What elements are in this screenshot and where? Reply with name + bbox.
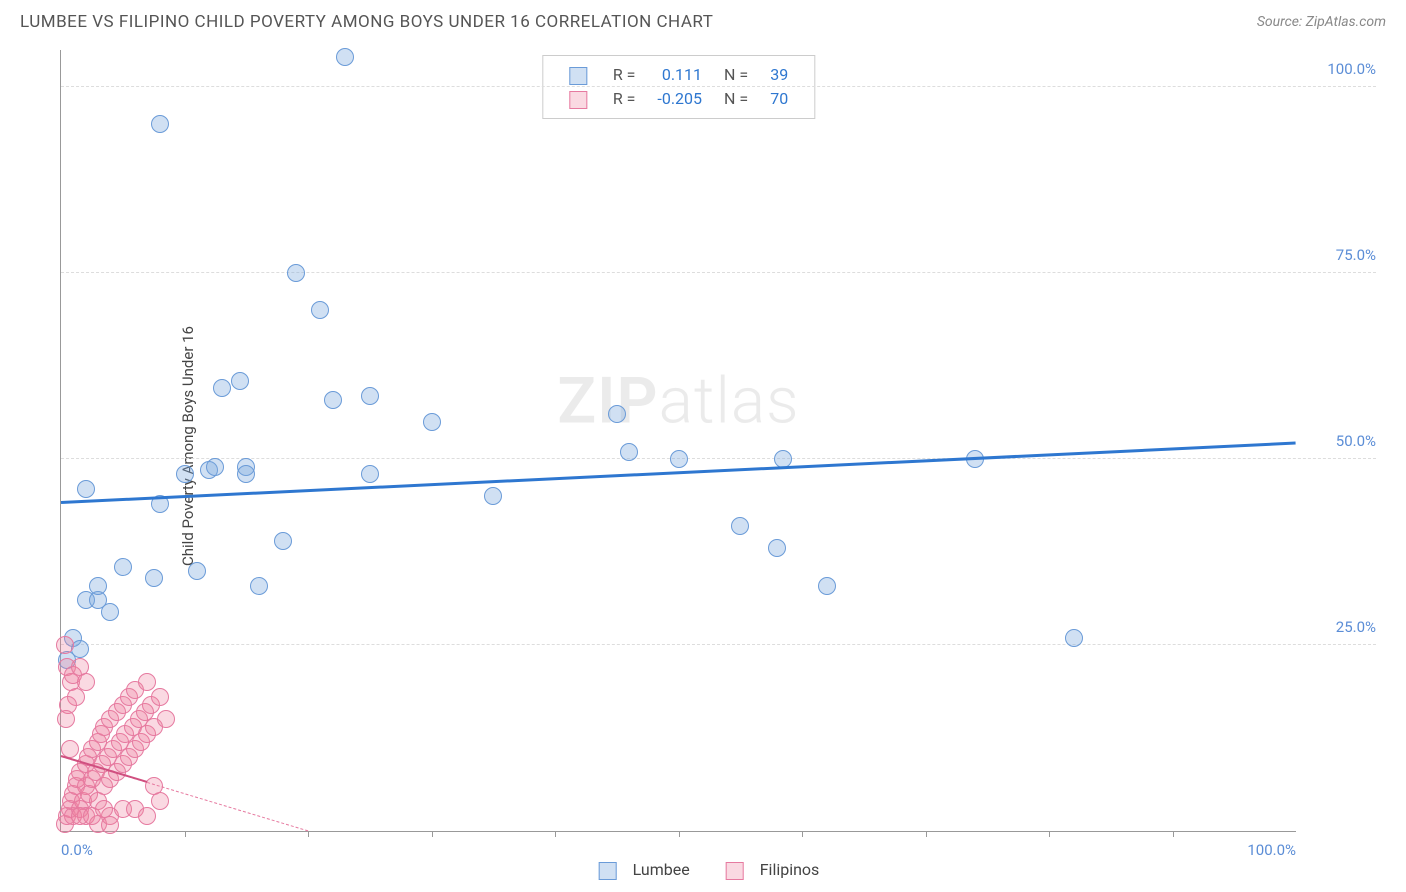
data-point <box>89 577 107 595</box>
data-point <box>731 517 749 535</box>
data-point <box>114 558 132 576</box>
data-point <box>250 577 268 595</box>
data-point <box>231 372 249 390</box>
data-point <box>151 115 169 133</box>
x-tick <box>679 831 680 837</box>
data-point <box>237 465 255 483</box>
y-tick-label: 25.0% <box>1306 618 1376 636</box>
gridline <box>61 86 1376 87</box>
n-value: 39 <box>760 64 798 86</box>
x-tick <box>308 831 309 837</box>
y-tick-label: 50.0% <box>1306 432 1376 450</box>
chart-header: LUMBEE VS FILIPINO CHILD POVERTY AMONG B… <box>0 0 1406 40</box>
data-point <box>56 636 74 654</box>
x-tick-label: 100.0% <box>1247 841 1296 859</box>
chart-title: LUMBEE VS FILIPINO CHILD POVERTY AMONG B… <box>20 12 713 32</box>
data-point <box>336 48 354 66</box>
legend-row: R =0.111N =39 <box>559 64 798 86</box>
legend-row: R =-0.205N =70 <box>559 88 798 110</box>
y-tick-label: 100.0% <box>1306 60 1376 78</box>
data-point <box>361 465 379 483</box>
x-tick <box>1049 831 1050 837</box>
legend-swatch <box>726 862 744 880</box>
data-point <box>206 458 224 476</box>
r-label: R = <box>603 88 646 110</box>
data-point <box>138 807 156 825</box>
x-tick-label: 0.0% <box>61 841 93 859</box>
legend-swatch <box>569 67 587 85</box>
data-point <box>311 301 329 319</box>
gridline <box>61 272 1376 273</box>
watermark: ZIPatlas <box>557 364 799 439</box>
source-attribution: Source: ZipAtlas.com <box>1257 14 1386 30</box>
data-point <box>670 450 688 468</box>
plot-region: ZIPatlas R =0.111N =39R =-0.205N =70 25.… <box>60 50 1296 832</box>
legend-item: Filipinos <box>714 860 820 879</box>
data-point <box>151 688 169 706</box>
legend-item: Lumbee <box>587 860 690 879</box>
data-point <box>274 532 292 550</box>
data-point <box>77 480 95 498</box>
x-tick <box>802 831 803 837</box>
data-point <box>361 387 379 405</box>
data-point <box>213 379 231 397</box>
data-point <box>324 391 342 409</box>
data-point <box>818 577 836 595</box>
chart-area: Child Poverty Among Boys Under 16 ZIPatl… <box>50 50 1386 842</box>
data-point <box>57 710 75 728</box>
data-point <box>176 465 194 483</box>
data-point <box>287 264 305 282</box>
data-point <box>101 816 119 834</box>
x-tick <box>1173 831 1174 837</box>
data-point <box>145 569 163 587</box>
legend-swatch <box>599 862 617 880</box>
data-point <box>157 710 175 728</box>
gridline <box>61 644 1376 645</box>
r-value: 0.111 <box>647 64 712 86</box>
r-label: R = <box>603 64 646 86</box>
x-tick <box>926 831 927 837</box>
data-point <box>608 405 626 423</box>
data-point <box>1065 629 1083 647</box>
data-point <box>768 539 786 557</box>
gridline <box>61 458 1376 459</box>
data-point <box>138 673 156 691</box>
series-legend: Lumbee Filipinos <box>575 860 832 880</box>
data-point <box>484 487 502 505</box>
data-point <box>95 800 113 818</box>
legend-swatch <box>569 91 587 109</box>
x-tick <box>555 831 556 837</box>
data-point <box>423 413 441 431</box>
data-point <box>101 603 119 621</box>
data-point <box>188 562 206 580</box>
r-value: -0.205 <box>647 88 712 110</box>
n-value: 70 <box>760 88 798 110</box>
x-tick <box>432 831 433 837</box>
n-label: N = <box>714 88 758 110</box>
n-label: N = <box>714 64 758 86</box>
data-point <box>620 443 638 461</box>
y-tick-label: 75.0% <box>1306 246 1376 264</box>
x-tick <box>185 831 186 837</box>
